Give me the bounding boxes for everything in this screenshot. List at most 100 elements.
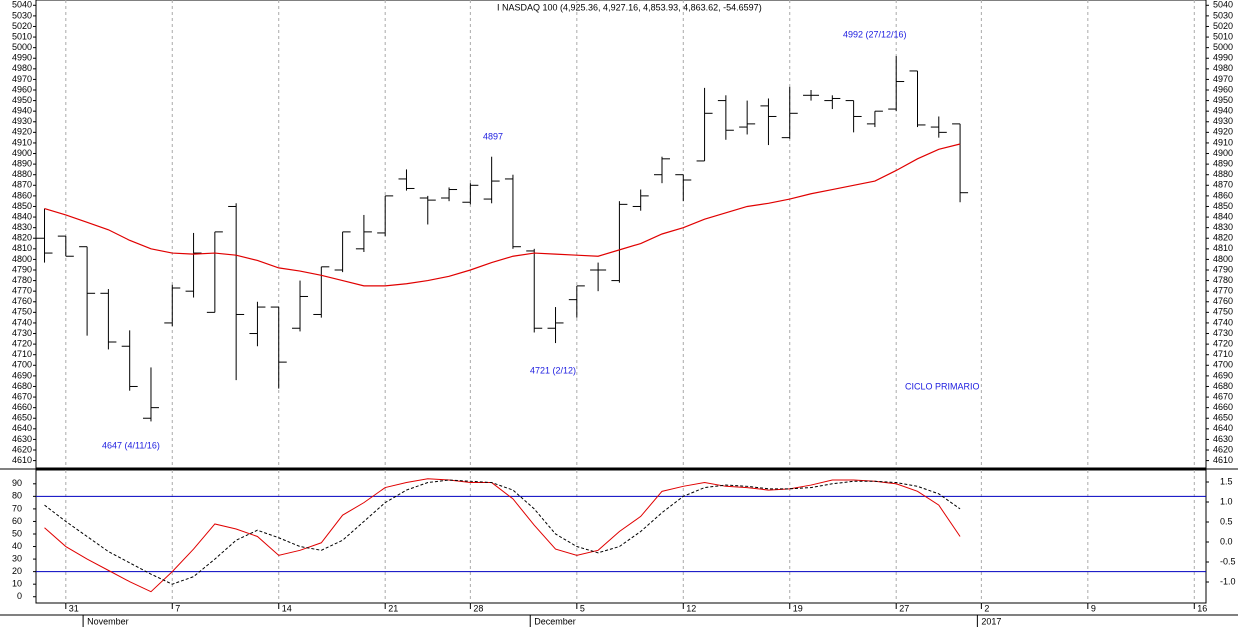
y-tick-label: 4980 bbox=[12, 63, 32, 73]
y-tick-label: 4740 bbox=[12, 317, 32, 327]
y-tick-label: 5010 bbox=[12, 31, 32, 41]
y-tick-label: 4750 bbox=[1213, 307, 1233, 317]
y-tick-label: 70 bbox=[12, 503, 22, 513]
y-tick-label: 4760 bbox=[1213, 296, 1233, 306]
y-tick-label: 4870 bbox=[12, 180, 32, 190]
y-tick-label: 4830 bbox=[1213, 222, 1233, 232]
y-tick-label: 4760 bbox=[12, 296, 32, 306]
y-tick-label: 4910 bbox=[1213, 137, 1233, 147]
y-tick-label: 4770 bbox=[1213, 286, 1233, 296]
y-tick-label: 4620 bbox=[12, 444, 32, 454]
y-tick-label: 50 bbox=[12, 528, 22, 538]
y-tick-label: 4650 bbox=[1213, 413, 1233, 423]
y-tick-label: 4890 bbox=[1213, 158, 1233, 168]
y-tick-label: 4640 bbox=[1213, 423, 1233, 433]
y-tick-label: 4840 bbox=[12, 211, 32, 221]
y-tick-label: 4810 bbox=[12, 243, 32, 253]
y-tick-label: 4880 bbox=[1213, 169, 1233, 179]
y-tick-label: 4960 bbox=[1213, 84, 1233, 94]
y-tick-label: 4850 bbox=[12, 201, 32, 211]
y-tick-label: 5020 bbox=[1213, 21, 1233, 31]
x-tick-label: 5 bbox=[580, 603, 585, 613]
y2-tick-label: 1.5 bbox=[1220, 476, 1233, 486]
y-tick-label: 4740 bbox=[1213, 317, 1233, 327]
y-tick-label: 4800 bbox=[1213, 254, 1233, 264]
y-tick-label: 4820 bbox=[1213, 233, 1233, 243]
annotation: 4721 (2/12) bbox=[530, 365, 576, 375]
month-label: November bbox=[87, 616, 129, 626]
y-tick-label: 4610 bbox=[1213, 455, 1233, 465]
y-tick-label: 4690 bbox=[1213, 370, 1233, 380]
y2-tick-label: 1.0 bbox=[1220, 496, 1233, 506]
y-tick-label: 5040 bbox=[12, 0, 32, 10]
x-tick-label: 28 bbox=[473, 603, 483, 613]
annotation: 4897 bbox=[483, 131, 503, 141]
y-tick-label: 4670 bbox=[12, 391, 32, 401]
y-tick-label: 60 bbox=[12, 516, 22, 526]
x-tick-label: 7 bbox=[175, 603, 180, 613]
y-tick-label: 4770 bbox=[12, 286, 32, 296]
y-tick-label: 4790 bbox=[1213, 264, 1233, 274]
y-tick-label: 4930 bbox=[12, 116, 32, 126]
y-tick-label: 10 bbox=[12, 579, 22, 589]
y-tick-label: 4990 bbox=[12, 53, 32, 63]
y-tick-label: 4900 bbox=[1213, 148, 1233, 158]
y-tick-label: 4870 bbox=[1213, 180, 1233, 190]
x-tick-label: 19 bbox=[793, 603, 803, 613]
y-tick-label: 4720 bbox=[12, 338, 32, 348]
y-tick-label: 4630 bbox=[1213, 434, 1233, 444]
y-tick-label: 4790 bbox=[12, 264, 32, 274]
x-tick-label: 2 bbox=[984, 603, 989, 613]
y-tick-label: 4700 bbox=[12, 360, 32, 370]
y-tick-label: 4970 bbox=[1213, 74, 1233, 84]
y-tick-label: 4670 bbox=[1213, 391, 1233, 401]
x-tick-label: 31 bbox=[69, 603, 79, 613]
y-tick-label: 0 bbox=[17, 591, 22, 601]
y-tick-label: 5000 bbox=[1213, 42, 1233, 52]
y-tick-label: 4950 bbox=[1213, 95, 1233, 105]
y-tick-label: 4970 bbox=[12, 74, 32, 84]
y-tick-label: 4690 bbox=[12, 370, 32, 380]
x-tick-label: 14 bbox=[282, 603, 292, 613]
y-tick-label: 4720 bbox=[1213, 338, 1233, 348]
y-tick-label: 90 bbox=[12, 478, 22, 488]
month-label: 2017 bbox=[981, 616, 1001, 626]
y-tick-label: 4780 bbox=[1213, 275, 1233, 285]
y-tick-label: 4820 bbox=[12, 233, 32, 243]
x-tick-label: 21 bbox=[388, 603, 398, 613]
y-tick-label: 4910 bbox=[12, 137, 32, 147]
y-tick-label: 80 bbox=[12, 491, 22, 501]
oscillator-line bbox=[44, 479, 961, 585]
y-tick-label: 4680 bbox=[12, 381, 32, 391]
y-tick-label: 4750 bbox=[12, 307, 32, 317]
chart-title: I NASDAQ 100 (4,925.36, 4,927.16, 4,853.… bbox=[497, 2, 762, 12]
y-tick-label: 5040 bbox=[1213, 0, 1233, 10]
y-tick-label: 30 bbox=[12, 553, 22, 563]
y-tick-label: 5020 bbox=[12, 21, 32, 31]
y-tick-label: 4610 bbox=[12, 455, 32, 465]
y-tick-label: 4780 bbox=[12, 275, 32, 285]
y-tick-label: 4950 bbox=[12, 95, 32, 105]
y-tick-label: 4700 bbox=[1213, 360, 1233, 370]
y-tick-label: 5030 bbox=[1213, 10, 1233, 20]
y-tick-label: 4860 bbox=[1213, 190, 1233, 200]
y-tick-label: 4860 bbox=[12, 190, 32, 200]
annotation: 4647 (4/11/16) bbox=[102, 440, 160, 450]
y-tick-label: 4890 bbox=[12, 158, 32, 168]
oscillator-line bbox=[44, 478, 961, 593]
panel-frame bbox=[35, 0, 1207, 469]
y-tick-label: 4990 bbox=[1213, 53, 1233, 63]
x-tick-label: 16 bbox=[1197, 603, 1207, 613]
y-tick-label: 4800 bbox=[12, 254, 32, 264]
y-tick-label: 4620 bbox=[1213, 444, 1233, 454]
y-tick-label: 4640 bbox=[12, 423, 32, 433]
y-tick-label: 4630 bbox=[12, 434, 32, 444]
month-label: December bbox=[534, 616, 576, 626]
y-tick-label: 4660 bbox=[1213, 402, 1233, 412]
y-tick-label: 40 bbox=[12, 541, 22, 551]
x-tick-label: 27 bbox=[899, 603, 909, 613]
moving-average bbox=[44, 143, 961, 287]
y-tick-label: 4710 bbox=[12, 349, 32, 359]
y-tick-label: 4900 bbox=[12, 148, 32, 158]
